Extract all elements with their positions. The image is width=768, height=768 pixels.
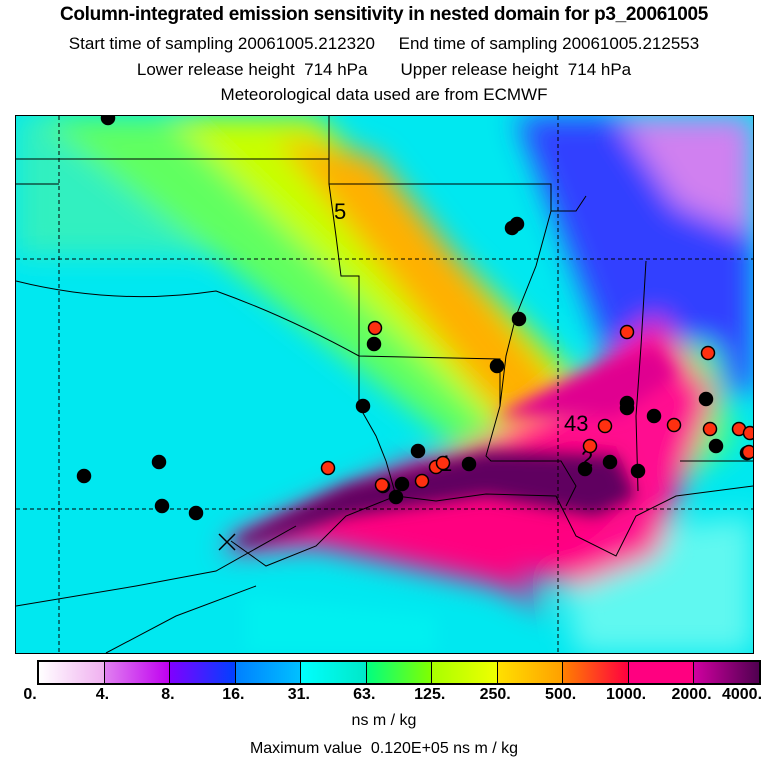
- colorbar-tick-label: 31.: [287, 686, 310, 703]
- sampling-point-black: [188, 505, 204, 521]
- sampling-point-red: [741, 444, 753, 460]
- sampling-point-black: [154, 498, 170, 514]
- colorbar: [37, 660, 761, 685]
- sampling-point-red: [742, 425, 753, 441]
- colorbar-segment: [432, 662, 498, 683]
- sampling-point-red: [700, 345, 716, 361]
- met-data-source: Meteorological data used are from ECMWF: [220, 85, 548, 104]
- maximum-value: Maximum value 0.120E+05 ns m / kg: [249, 740, 519, 757]
- sampling-point-red: [320, 460, 336, 476]
- sampling-point-red: [597, 418, 613, 434]
- start-time: Start time of sampling 20061005.212320: [68, 34, 376, 53]
- plot-title: Column-integrated emission sensitivity i…: [59, 4, 709, 25]
- colorbar-segment: [104, 662, 171, 683]
- colorbar-tick-label: 2000.: [671, 686, 712, 703]
- sampling-point-red: [374, 477, 390, 493]
- sampling-point-black: [630, 463, 646, 479]
- upper-height: Upper release height 714 hPa: [400, 60, 632, 79]
- colorbar-tick-label: 16.: [222, 686, 245, 703]
- sampling-point-black: [646, 408, 662, 424]
- colorbar-tick-label: 1000.: [606, 686, 647, 703]
- sampling-point-red: [582, 438, 598, 454]
- sampling-point-black: [100, 116, 116, 126]
- sampling-point-black: [461, 456, 477, 472]
- sampling-point-black: [602, 454, 618, 470]
- map-label-43: 43: [564, 411, 588, 436]
- colorbar-tick-label: 63.: [353, 686, 376, 703]
- sampling-point-red: [414, 473, 430, 489]
- colorbar-segment: [301, 662, 367, 683]
- colorbar-segment: [563, 662, 629, 683]
- sampling-point-black: [577, 461, 593, 477]
- map-label-5: 5: [334, 199, 346, 224]
- colorbar-segment: [235, 662, 302, 683]
- sampling-point-black: [708, 438, 724, 454]
- colorbar-segment: [694, 662, 760, 683]
- release-x-marker: [218, 533, 236, 551]
- sampling-point-red: [702, 421, 718, 437]
- sampling-point-black: [410, 443, 426, 459]
- colorbar-tick-label: 125.: [414, 686, 446, 703]
- sampling-point-black: [698, 391, 714, 407]
- sampling-point-black: [355, 398, 371, 414]
- sampling-points: [76, 116, 753, 521]
- sampling-times: Start time of sampling 20061005.212320 E…: [0, 34, 768, 54]
- colorbar-segment: [39, 662, 105, 683]
- sampling-point-black: [509, 216, 525, 232]
- colorbar-tick-label: 4.: [95, 686, 110, 703]
- sampling-point-red: [666, 417, 682, 433]
- sampling-point-black: [619, 400, 635, 416]
- colorbar-tick-label: 0.: [23, 686, 37, 703]
- colorbar-tick-label: 4000.: [721, 686, 763, 703]
- colorbar-tick-label: 500.: [545, 686, 577, 703]
- colorbar-segment: [170, 662, 236, 683]
- sampling-point-black: [76, 468, 92, 484]
- colorbar-segment: [366, 662, 433, 683]
- sampling-point-black: [489, 358, 505, 374]
- release-heights: Lower release height 714 hPa Upper relea…: [0, 60, 768, 80]
- sampling-point-black: [366, 336, 382, 352]
- sampling-point-red: [367, 320, 383, 336]
- sampling-point-black: [394, 476, 410, 492]
- sensitivity-map: 5 43 1 2: [15, 115, 754, 654]
- sampling-point-red: [435, 455, 451, 471]
- colorbar-units: ns m / kg: [351, 712, 417, 729]
- colorbar-tick-label: 8.: [161, 686, 175, 703]
- lower-height: Lower release height 714 hPa: [136, 60, 368, 79]
- colorbar-segment: [497, 662, 564, 683]
- end-time: End time of sampling 20061005.212553: [398, 34, 700, 53]
- colorbar-segment: [628, 662, 695, 683]
- sampling-point-black: [151, 454, 167, 470]
- sampling-point-black: [511, 311, 527, 327]
- colorbar-tick-label: 250.: [479, 686, 511, 703]
- sampling-point-black: [388, 489, 404, 505]
- sampling-point-red: [619, 324, 635, 340]
